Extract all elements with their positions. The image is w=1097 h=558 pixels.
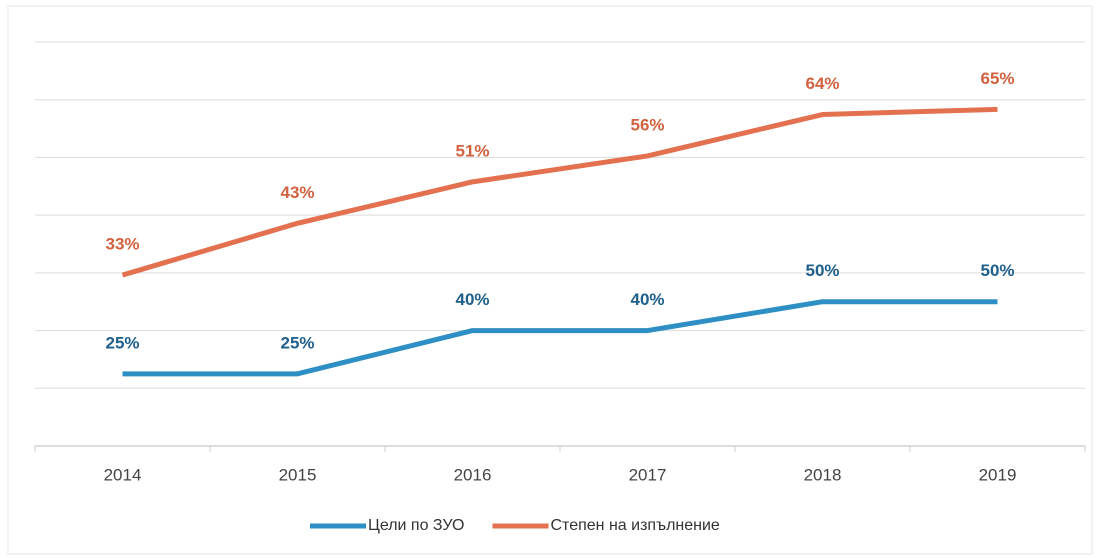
series-line (122, 299, 998, 377)
frame (7, 5, 1093, 555)
data-label: 56% (630, 115, 664, 134)
data-label: 25% (280, 333, 314, 352)
series-line (121, 106, 998, 278)
x-tick-label: 2014 (104, 465, 142, 484)
data-label: 50% (980, 261, 1014, 280)
data-label: 43% (280, 183, 314, 202)
x-tick-label: 2017 (629, 465, 667, 484)
data-label: 25% (105, 333, 139, 352)
data-label: 64% (805, 74, 839, 93)
x-tick-label: 2019 (979, 465, 1017, 484)
data-label: 50% (805, 261, 839, 280)
data-label: 40% (455, 290, 489, 309)
data-label: 51% (455, 141, 489, 160)
data-label: 65% (980, 69, 1014, 88)
x-tick-label: 2018 (804, 465, 842, 484)
data-label: 40% (630, 290, 664, 309)
x-tick-label: 2016 (454, 465, 492, 484)
data-label: 33% (105, 235, 139, 254)
x-tick-label: 2015 (279, 465, 317, 484)
legend-label: Цели по ЗУО (368, 517, 465, 534)
legend-label: Степен на изпълнение (551, 517, 720, 534)
